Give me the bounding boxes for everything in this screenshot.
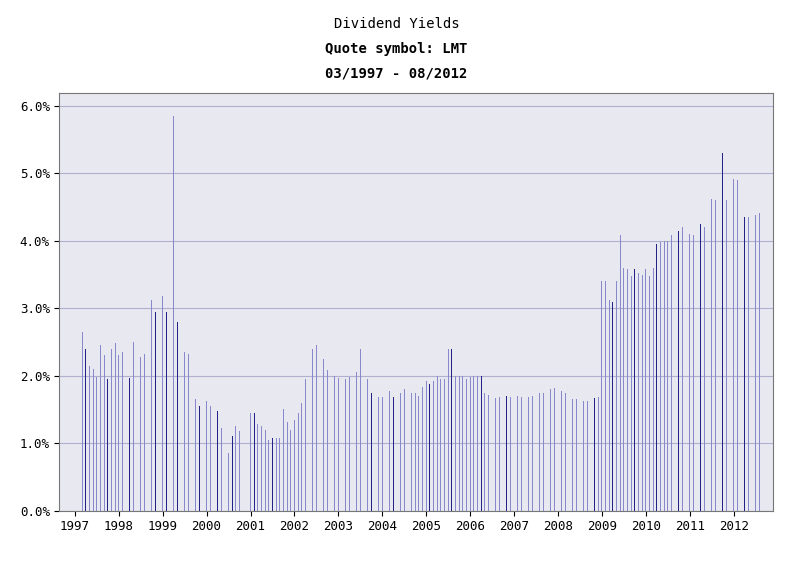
Text: Dividend Yields: Dividend Yields [334,17,459,31]
Text: Quote symbol: LMT: Quote symbol: LMT [325,42,468,56]
Text: 03/1997 - 08/2012: 03/1997 - 08/2012 [325,66,468,80]
